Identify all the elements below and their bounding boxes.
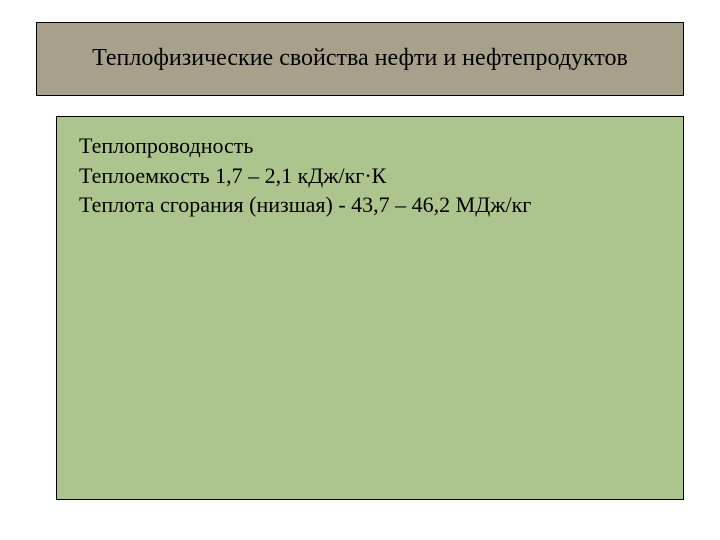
slide-title-box: Теплофизические свойства нефти и нефтепр… [36, 22, 684, 96]
content-line: Теплоемкость 1,7 – 2,1 кДж/кг·К [79, 161, 661, 191]
content-line: Теплопроводность [79, 131, 661, 161]
slide-content-box: Теплопроводность Теплоемкость 1,7 – 2,1 … [56, 116, 684, 500]
content-line: Теплота сгорания (низшая) - 43,7 – 46,2 … [79, 190, 661, 220]
slide-title-text: Теплофизические свойства нефти и нефтепр… [92, 43, 628, 74]
